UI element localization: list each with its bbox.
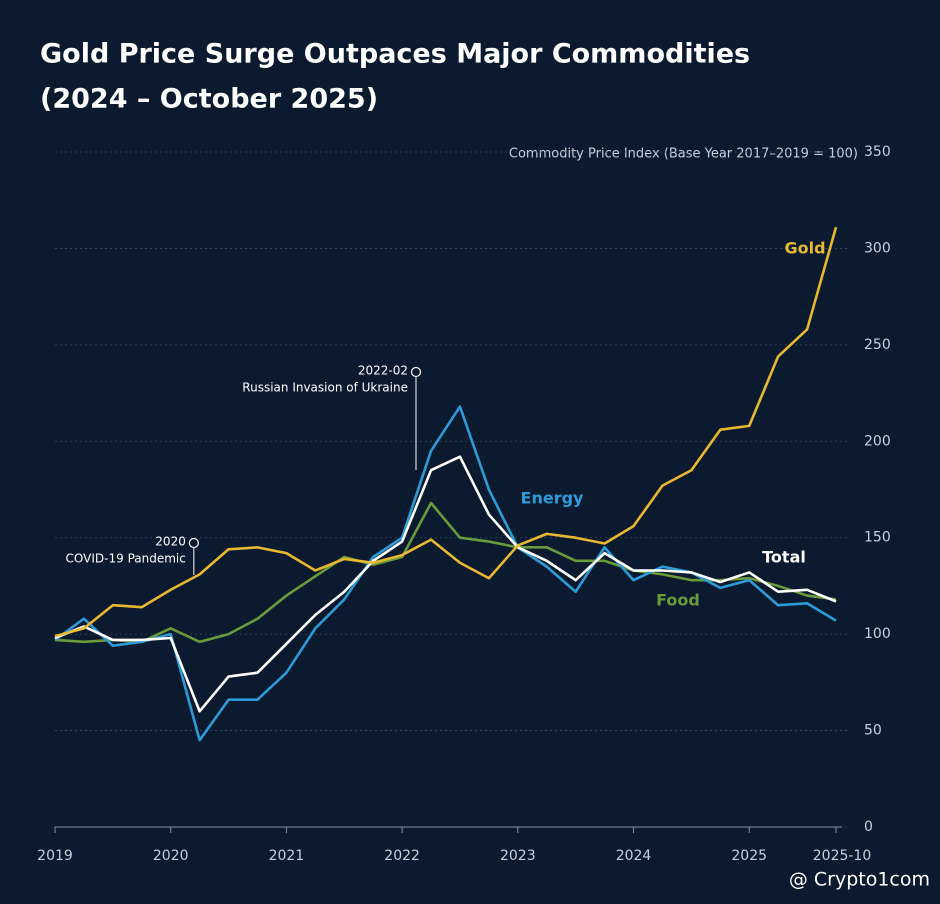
x-tick-label: 2024: [616, 848, 652, 864]
series-label: Food: [656, 591, 700, 610]
y-tick-label: 100: [864, 626, 891, 642]
annotation-date: 2022-02: [358, 364, 408, 378]
series-line: [54, 455, 837, 713]
x-tick-label: 2020: [153, 848, 189, 864]
series-label: Gold: [784, 239, 825, 258]
chart-title: Gold Price Surge Outpaces Major Commodit…: [40, 39, 750, 70]
series-line: [54, 226, 838, 638]
series-line: [54, 501, 837, 644]
series-label: Total: [762, 548, 806, 567]
annotation-date: 2020: [155, 535, 186, 549]
annotation-dot: [188, 537, 199, 549]
x-tick-label: 2025-10: [813, 848, 872, 864]
y-tick-label: 50: [864, 723, 882, 739]
y-axis-label: Commodity Price Index (Base Year 2017–20…: [509, 147, 858, 162]
x-tick-label: 2022: [384, 848, 420, 864]
y-tick-label: 200: [864, 433, 891, 449]
annotation-text: COVID-19 Pandemic: [66, 552, 186, 566]
x-tick-label: 2023: [500, 848, 536, 864]
y-tick-label: 0: [864, 819, 873, 835]
x-tick-label: 2019: [37, 848, 73, 864]
y-tick-label: 350: [864, 144, 891, 160]
x-tick-label: 2025: [731, 848, 767, 864]
annotation-dot: [410, 366, 422, 378]
series-line: [54, 405, 837, 742]
y-tick-label: 150: [864, 530, 891, 546]
annotation-text: Russian Invasion of Ukraine: [242, 381, 408, 395]
series-label: Energy: [521, 489, 585, 508]
y-tick-label: 250: [864, 337, 891, 353]
x-tick-label: 2021: [269, 848, 305, 864]
chart-subtitle: (2024 – October 2025): [40, 84, 378, 115]
watermark: @ Crypto1com: [789, 869, 930, 891]
y-tick-label: 300: [864, 240, 891, 256]
